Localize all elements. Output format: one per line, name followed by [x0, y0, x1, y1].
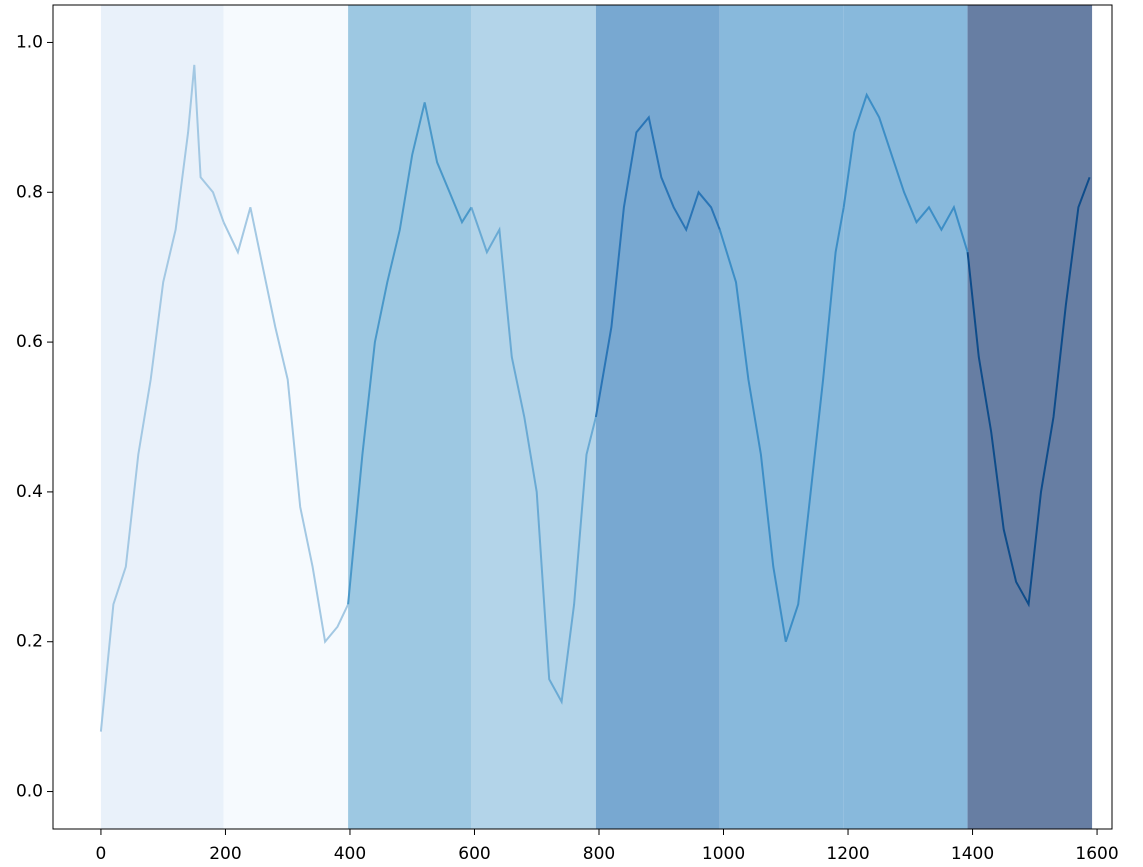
- plot-frame: [52, 4, 1113, 830]
- x-tick-label: 1200: [826, 844, 869, 864]
- band: [719, 5, 844, 829]
- band: [843, 5, 968, 829]
- line: [842, 92, 969, 253]
- band: [348, 5, 472, 829]
- band: [471, 5, 596, 829]
- x-tick-label: 1400: [951, 844, 994, 864]
- y-tick-label: 0.0: [16, 782, 43, 802]
- line: [222, 207, 350, 645]
- x-tick-label: 1000: [702, 844, 745, 864]
- band: [223, 5, 349, 829]
- x-tick-label: 1600: [1075, 844, 1118, 864]
- line: [966, 176, 1091, 608]
- y-tick-label: 0.4: [16, 482, 43, 502]
- x-tick-label: 600: [458, 844, 490, 864]
- band: [595, 5, 720, 829]
- line: [594, 115, 721, 418]
- line: [718, 207, 845, 643]
- line: [470, 206, 597, 705]
- y-tick-label: 0.6: [16, 332, 43, 352]
- line: [347, 102, 473, 605]
- y-tick-label: 0.2: [16, 632, 43, 652]
- y-tick-label: 0.8: [16, 182, 43, 202]
- x-tick-label: 800: [583, 844, 615, 864]
- y-tick-label: 1.0: [16, 32, 43, 52]
- x-tick-label: 200: [209, 844, 241, 864]
- x-tick-label: 400: [334, 844, 366, 864]
- x-tick-label: 0: [96, 844, 107, 864]
- band: [100, 5, 224, 829]
- line: [99, 64, 225, 732]
- band: [967, 5, 1093, 829]
